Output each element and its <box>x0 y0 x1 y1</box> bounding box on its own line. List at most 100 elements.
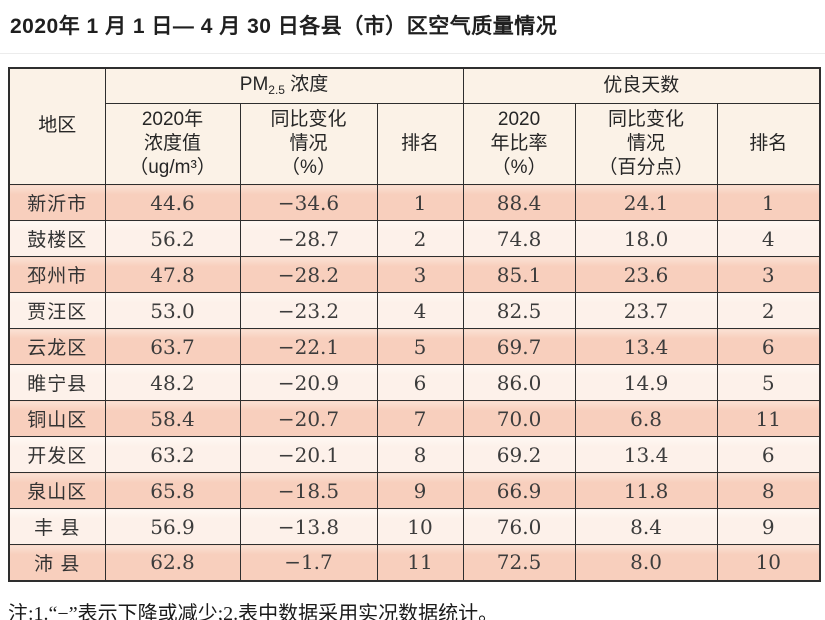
pm-change-cell: −13.8 <box>239 508 378 545</box>
good-rank-cell: 9 <box>716 508 821 545</box>
region-cell: 云龙区 <box>8 328 106 365</box>
region-cell: 邳州市 <box>8 256 106 293</box>
pm-rank-cell: 8 <box>376 436 464 473</box>
table-row: 沛 县 62.8 −1.7 11 72.5 8.0 10 <box>8 544 821 581</box>
table-row: 贾汪区 53.0 −23.2 4 82.5 23.7 2 <box>8 292 821 329</box>
pm-value-cell: 44.6 <box>104 184 241 221</box>
table-row: 丰 县 56.9 −13.8 10 76.0 8.4 9 <box>8 508 821 545</box>
pm-rank-cell: 10 <box>376 508 464 545</box>
good-change-cell: 13.4 <box>574 328 718 365</box>
good-rate-cell: 72.5 <box>462 544 576 581</box>
pm-value-cell: 47.8 <box>104 256 241 293</box>
pm-change-cell: −23.2 <box>239 292 378 329</box>
pm-value-cell: 63.7 <box>104 328 241 365</box>
good-rate-cell: 86.0 <box>462 364 576 401</box>
good-rate-cell: 66.9 <box>462 472 576 509</box>
pm-change-cell: −1.7 <box>239 544 378 581</box>
good-rank-cell: 6 <box>716 436 821 473</box>
good-change-cell: 24.1 <box>574 184 718 221</box>
header-sub-row: 2020年 浓度值 （ug/m³） 同比变化 情况 （%） 排名 2020 年比… <box>9 103 821 185</box>
pm-value-cell: 48.2 <box>104 364 241 401</box>
header-pm-change: 同比变化 情况 （%） <box>239 103 378 185</box>
good-change-cell: 8.4 <box>574 508 718 545</box>
title-divider <box>0 53 825 54</box>
region-cell: 贾汪区 <box>8 292 106 329</box>
region-cell: 开发区 <box>8 436 106 473</box>
header-group-row: 地区 PM2.5 浓度 优良天数 <box>8 67 821 185</box>
pm-rank-cell: 11 <box>376 544 464 581</box>
pm-value-cell: 53.0 <box>104 292 241 329</box>
pm-change-cell: −28.7 <box>239 220 378 257</box>
pm-label: PM2.5 浓度 <box>239 74 329 98</box>
pm-rank-cell: 6 <box>376 364 464 401</box>
pm-rank-cell: 9 <box>376 472 464 509</box>
pm-rank-cell: 1 <box>376 184 464 221</box>
table-row: 铜山区 58.4 −20.7 7 70.0 6.8 11 <box>8 400 821 437</box>
page-title: 2020年 1 月 1 日— 4 月 30 日各县（市）区空气质量情况 <box>10 15 558 38</box>
pm-value-cell: 56.2 <box>104 220 241 257</box>
table-row: 新沂市 44.6 −34.6 1 88.4 24.1 1 <box>8 184 821 221</box>
good-rate-cell: 74.8 <box>462 220 576 257</box>
header-pm-rank: 排名 <box>376 103 464 185</box>
table-row: 开发区 63.2 −20.1 8 69.2 13.4 6 <box>8 436 821 473</box>
good-rate-cell: 69.2 <box>462 436 576 473</box>
pm-value-cell: 56.9 <box>104 508 241 545</box>
pm-change-cell: −28.2 <box>239 256 378 293</box>
pm-change-cell: −34.6 <box>239 184 378 221</box>
header-group-pm25: PM2.5 浓度 <box>104 67 464 104</box>
good-change-cell: 13.4 <box>574 436 718 473</box>
pm-change-cell: −20.7 <box>239 400 378 437</box>
good-rank-cell: 8 <box>716 472 821 509</box>
region-cell: 睢宁县 <box>8 364 106 401</box>
good-change-cell: 18.0 <box>574 220 718 257</box>
header-good-change: 同比变化 情况 （百分点） <box>574 103 718 185</box>
air-quality-table: 地区 PM2.5 浓度 优良天数 2020年 浓度值 （ug/m³） 同比变化 … <box>8 67 822 582</box>
region-cell: 泉山区 <box>8 472 106 509</box>
good-rate-cell: 76.0 <box>462 508 576 545</box>
pm-rank-cell: 3 <box>376 256 464 293</box>
region-cell: 沛 县 <box>8 544 106 581</box>
good-change-cell: 6.8 <box>574 400 718 437</box>
pm-rank-cell: 7 <box>376 400 464 437</box>
good-rate-cell: 85.1 <box>462 256 576 293</box>
good-change-cell: 8.0 <box>574 544 718 581</box>
table-row: 睢宁县 48.2 −20.9 6 86.0 14.9 5 <box>8 364 821 401</box>
header-region: 地区 <box>8 67 106 185</box>
good-change-cell: 23.6 <box>574 256 718 293</box>
good-change-cell: 23.7 <box>574 292 718 329</box>
header-group-good-days: 优良天数 <box>462 67 821 104</box>
header-good-rank: 排名 <box>716 103 821 185</box>
pm-rank-cell: 5 <box>376 328 464 365</box>
header-good-rate: 2020 年比率 （%） <box>462 103 576 185</box>
pm-rank-cell: 4 <box>376 292 464 329</box>
region-cell: 铜山区 <box>8 400 106 437</box>
good-rank-cell: 3 <box>716 256 821 293</box>
region-cell: 丰 县 <box>8 508 106 545</box>
region-cell: 鼓楼区 <box>8 220 106 257</box>
header-pm-value: 2020年 浓度值 （ug/m³） <box>104 103 241 185</box>
good-rank-cell: 2 <box>716 292 821 329</box>
good-rank-cell: 5 <box>716 364 821 401</box>
pm-value-cell: 62.8 <box>104 544 241 581</box>
good-rate-cell: 69.7 <box>462 328 576 365</box>
pm-value-cell: 63.2 <box>104 436 241 473</box>
good-rate-cell: 82.5 <box>462 292 576 329</box>
good-change-cell: 14.9 <box>574 364 718 401</box>
pm-value-cell: 65.8 <box>104 472 241 509</box>
good-rank-cell: 6 <box>716 328 821 365</box>
pm-change-cell: −20.9 <box>239 364 378 401</box>
table-row: 泉山区 65.8 −18.5 9 66.9 11.8 8 <box>8 472 821 509</box>
table-row: 邳州市 47.8 −28.2 3 85.1 23.6 3 <box>8 256 821 293</box>
good-rank-cell: 11 <box>716 400 821 437</box>
good-rate-cell: 70.0 <box>462 400 576 437</box>
table-row: 云龙区 63.7 −22.1 5 69.7 13.4 6 <box>8 328 821 365</box>
good-change-cell: 11.8 <box>574 472 718 509</box>
pm-rank-cell: 2 <box>376 220 464 257</box>
good-rank-cell: 10 <box>716 544 821 581</box>
pm-value-cell: 58.4 <box>104 400 241 437</box>
region-cell: 新沂市 <box>8 184 106 221</box>
footnote: 注:1.“−”表示下降或减少;2.表中数据采用实况数据统计。 <box>8 602 499 620</box>
pm-change-cell: −18.5 <box>239 472 378 509</box>
good-rank-cell: 1 <box>716 184 821 221</box>
